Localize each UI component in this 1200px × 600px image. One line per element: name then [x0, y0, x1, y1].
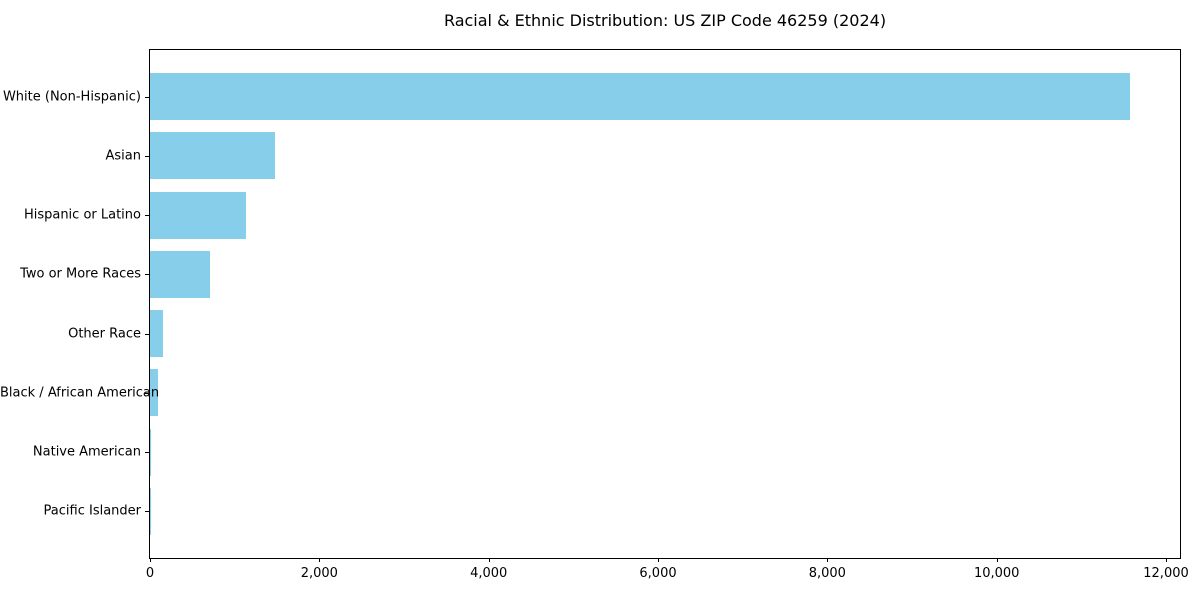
y-tick-label: Black / African American — [0, 385, 160, 401]
x-tick-label: 0 — [145, 566, 155, 581]
x-tick-label: 2,000 — [300, 566, 338, 581]
x-tick-mark — [658, 558, 659, 562]
y-tick-label: Native American — [32, 444, 141, 460]
x-tick-label: 6,000 — [639, 566, 677, 581]
x-tick-mark — [488, 558, 490, 562]
y-tick-label: Two or More Races — [20, 266, 141, 282]
bar-white-non-hispanic — [150, 73, 1131, 121]
y-tick-label: Pacific Islander — [43, 503, 141, 519]
x-tick-label: 4,000 — [470, 566, 508, 581]
x-tick-mark — [319, 558, 321, 562]
bar-native-american — [150, 428, 151, 476]
x-tick-label: 8,000 — [808, 566, 846, 581]
y-tick-mark — [145, 215, 149, 216]
y-tick-mark — [145, 393, 149, 394]
y-tick-mark — [145, 452, 149, 453]
y-tick-mark — [145, 334, 149, 335]
y-tick-label: Hispanic or Latino — [23, 207, 141, 223]
bar-two-or-more-races — [150, 250, 211, 298]
x-tick-label: 10,000 — [973, 566, 1020, 581]
bar-hispanic-or-latino — [150, 191, 246, 239]
bar-black-african-american — [150, 369, 159, 417]
x-tick-mark — [827, 558, 829, 562]
y-tick-label: Asian — [105, 148, 141, 164]
x-tick-mark — [1166, 558, 1168, 562]
y-tick-mark — [145, 511, 149, 512]
bar-other-race — [150, 310, 164, 358]
x-tick-label: 12,000 — [1143, 566, 1189, 581]
plot-area — [149, 49, 1181, 559]
chart-title: Racial & Ethnic Distribution: US ZIP Cod… — [443, 11, 887, 30]
y-tick-label: Other Race — [68, 326, 141, 342]
x-tick-mark — [996, 558, 998, 562]
bar-asian — [150, 132, 276, 180]
x-tick-mark — [150, 558, 151, 562]
y-tick-mark — [145, 274, 149, 275]
y-tick-label: White (Non-Hispanic) — [2, 89, 141, 105]
y-tick-mark — [145, 97, 149, 98]
bars-layer — [150, 50, 1180, 558]
y-tick-mark — [145, 156, 149, 157]
